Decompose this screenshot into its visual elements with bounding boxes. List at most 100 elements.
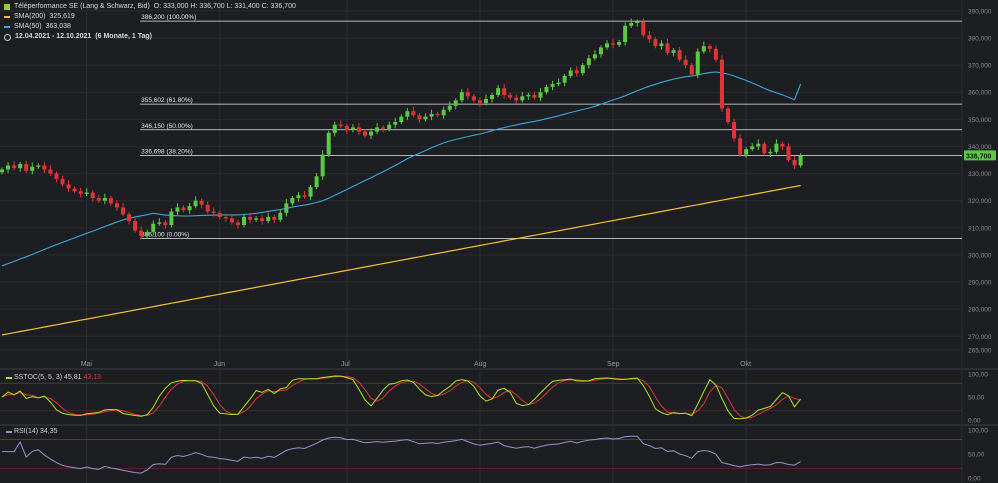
- instrument-name: Téléperformance SE (Lang & Schwarz, Bid): [14, 3, 150, 10]
- candle-body: [114, 203, 119, 208]
- candle-body: [369, 131, 374, 136]
- candle-body: [635, 21, 640, 24]
- candle-body: [641, 21, 646, 36]
- candle-body: [302, 195, 307, 197]
- sma50-label: SMA(50): [14, 23, 42, 30]
- candle-body: [399, 116, 404, 123]
- candle-body: [308, 187, 313, 197]
- candle-body: [296, 195, 301, 198]
- candle-body: [175, 207, 180, 212]
- candle-body: [592, 54, 597, 59]
- candle-body: [284, 203, 289, 213]
- candle-body: [96, 197, 101, 201]
- chart-legend: Téléperformance SE (Lang & Schwarz, Bid)…: [4, 2, 296, 42]
- candle-body: [774, 143, 779, 152]
- price-tick-label: 280,000: [968, 307, 992, 314]
- candle-body: [707, 46, 712, 49]
- candle-body: [744, 149, 749, 155]
- sma200-value: 325,619: [49, 13, 75, 20]
- candle-body: [72, 188, 77, 192]
- candle-body: [42, 165, 47, 170]
- price-tick-label: 350,000: [968, 117, 992, 124]
- candle-body: [332, 124, 337, 133]
- candle-body: [623, 25, 628, 43]
- candle-body: [387, 124, 392, 129]
- candle-body: [496, 88, 501, 95]
- candle-body: [78, 191, 83, 194]
- candle-body: [254, 218, 259, 220]
- stoch-d-value: 43,13: [83, 374, 102, 381]
- rsi-value: 34,35: [40, 428, 58, 435]
- candle-body: [629, 23, 634, 26]
- month-label-mai: Mai: [81, 361, 93, 368]
- date-range: 12.04.2021 - 12.10.2021: [15, 33, 92, 40]
- candle-body: [713, 48, 718, 60]
- candle-body: [689, 65, 694, 75]
- candle-body: [550, 84, 555, 87]
- candle-body: [12, 165, 17, 169]
- candle-body: [36, 165, 41, 167]
- ohlc-values: O: 333,000 H: 336,700 L: 331,400 C: 336,…: [153, 3, 296, 10]
- last-price-label: 336,700: [966, 153, 991, 160]
- candle-body: [375, 127, 380, 132]
- candle-body: [490, 94, 495, 99]
- candle-body: [320, 154, 325, 177]
- candle-body: [84, 192, 89, 194]
- candle-body: [90, 192, 95, 198]
- sma50-line: [1, 71, 802, 267]
- legend-range: 12.04.2021 - 12.10.2021 (6 Monate, 1 Tag…: [4, 32, 296, 42]
- candle-body: [423, 116, 428, 120]
- rsi-tick-label: 100,00: [968, 428, 988, 435]
- clock-icon: [4, 33, 11, 41]
- stoch-tick-label: 0,00: [968, 418, 981, 425]
- candle-body: [792, 160, 797, 166]
- candle-body: [157, 222, 162, 224]
- candle-body: [187, 206, 192, 211]
- candle-body: [695, 51, 700, 75]
- candle-body: [719, 59, 724, 109]
- candle-body: [363, 131, 367, 136]
- rsi-line: [2, 435, 801, 474]
- candle-body: [520, 96, 525, 101]
- price-tick-label: 270,000: [968, 334, 992, 341]
- sma200-label: SMA(200): [14, 13, 46, 20]
- candle-body: [514, 97, 519, 101]
- candle-body: [48, 169, 53, 174]
- price-tick-label: 330,000: [968, 171, 992, 178]
- price-tick-label: 380,000: [968, 35, 992, 42]
- candle-body: [677, 50, 682, 60]
- sma200-swatch: [4, 16, 10, 18]
- candle-body: [278, 212, 283, 220]
- price-tick-label: 370,000: [968, 63, 992, 70]
- candle-body: [459, 92, 464, 101]
- candle-body: [756, 143, 761, 147]
- stoch-d-line: [1, 375, 801, 419]
- candle-body: [665, 43, 670, 53]
- candle-body: [465, 92, 470, 97]
- candle-body: [732, 122, 737, 139]
- candle-body: [417, 115, 422, 120]
- instrument-icon: [4, 4, 10, 10]
- candle-body: [235, 222, 240, 226]
- candle-body: [598, 47, 603, 55]
- candle-body: [54, 173, 59, 179]
- candle-body: [532, 94, 537, 98]
- candle-body: [344, 126, 349, 131]
- candle-body: [102, 197, 107, 201]
- candle-body: [6, 165, 11, 170]
- candle-body: [163, 222, 168, 226]
- candle-body: [60, 179, 65, 185]
- candle-body: [242, 216, 246, 226]
- candle-body: [544, 86, 549, 93]
- candle-body: [453, 100, 458, 106]
- stoch-label: SSTOC(5, 5, 3): [13, 374, 63, 381]
- candle-body: [617, 42, 622, 45]
- candle-body: [145, 231, 150, 236]
- candle-body: [556, 82, 561, 85]
- candle-body: [701, 46, 706, 52]
- rsi-tick-label: 0,00: [968, 476, 981, 483]
- candle-body: [671, 50, 676, 53]
- stoch-legend: SSTOC(5, 5, 3) 45,81 43,13: [6, 374, 101, 381]
- rsi-tick-label: 50,00: [968, 452, 985, 459]
